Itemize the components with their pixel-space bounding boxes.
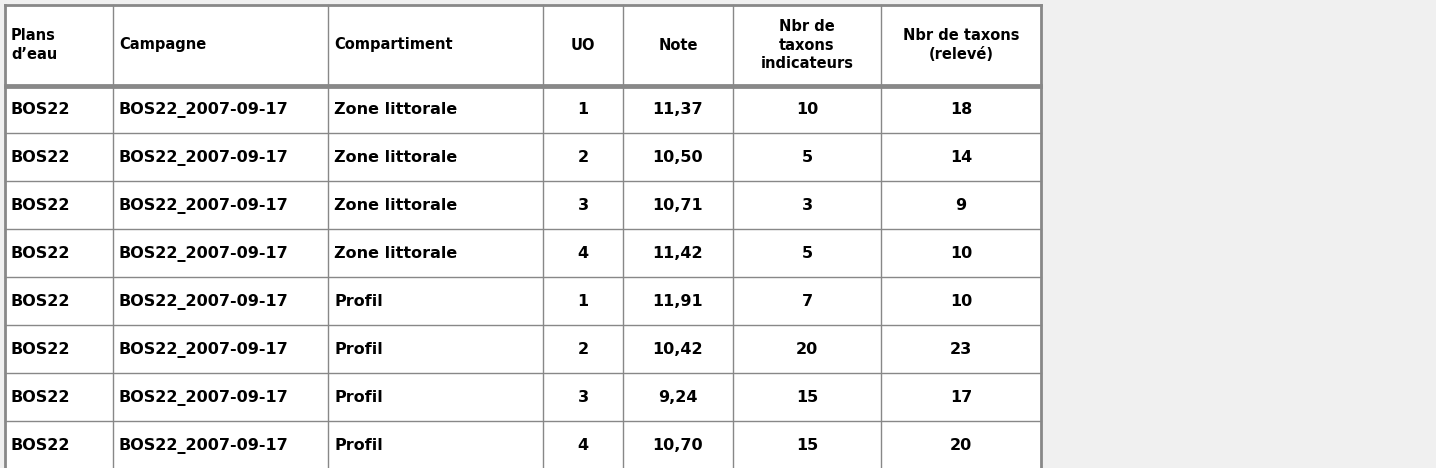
Text: 23: 23 bbox=[949, 343, 972, 358]
Text: Campagne: Campagne bbox=[119, 37, 207, 52]
Text: BOS22: BOS22 bbox=[11, 198, 70, 213]
Text: 1: 1 bbox=[577, 294, 589, 309]
Text: BOS22: BOS22 bbox=[11, 247, 70, 262]
Text: Plans
d’eau: Plans d’eau bbox=[11, 28, 57, 62]
Text: BOS22: BOS22 bbox=[11, 439, 70, 453]
Text: 11,42: 11,42 bbox=[653, 247, 704, 262]
Text: 10: 10 bbox=[949, 294, 972, 309]
Text: 10,50: 10,50 bbox=[653, 151, 704, 166]
Text: 3: 3 bbox=[801, 198, 813, 213]
Text: 5: 5 bbox=[801, 247, 813, 262]
Text: BOS22: BOS22 bbox=[11, 343, 70, 358]
Text: 3: 3 bbox=[577, 390, 589, 405]
Text: 10: 10 bbox=[796, 102, 819, 117]
Text: 2: 2 bbox=[577, 343, 589, 358]
Text: BOS22: BOS22 bbox=[11, 151, 70, 166]
Text: 2: 2 bbox=[577, 151, 589, 166]
Text: 17: 17 bbox=[949, 390, 972, 405]
Text: Profil: Profil bbox=[335, 390, 383, 405]
Text: BOS22_2007-09-17: BOS22_2007-09-17 bbox=[119, 150, 289, 166]
Text: BOS22_2007-09-17: BOS22_2007-09-17 bbox=[119, 438, 289, 454]
Text: Nbr de taxons
(relevé): Nbr de taxons (relevé) bbox=[903, 28, 1020, 62]
Text: 10: 10 bbox=[949, 247, 972, 262]
Text: 9: 9 bbox=[955, 198, 966, 213]
Text: Nbr de
taxons
indicateurs: Nbr de taxons indicateurs bbox=[761, 19, 853, 71]
Text: Profil: Profil bbox=[335, 343, 383, 358]
Text: 3: 3 bbox=[577, 198, 589, 213]
Text: 15: 15 bbox=[796, 390, 819, 405]
Text: BOS22_2007-09-17: BOS22_2007-09-17 bbox=[119, 198, 289, 214]
Text: BOS22_2007-09-17: BOS22_2007-09-17 bbox=[119, 246, 289, 262]
Text: UO: UO bbox=[570, 37, 596, 52]
Text: BOS22_2007-09-17: BOS22_2007-09-17 bbox=[119, 342, 289, 358]
Text: 15: 15 bbox=[796, 439, 819, 453]
Text: 11,91: 11,91 bbox=[653, 294, 704, 309]
Text: 11,37: 11,37 bbox=[653, 102, 704, 117]
Text: 18: 18 bbox=[949, 102, 972, 117]
Text: Profil: Profil bbox=[335, 439, 383, 453]
Text: 7: 7 bbox=[801, 294, 813, 309]
Bar bbox=[4, 5, 1041, 468]
Text: 20: 20 bbox=[796, 343, 819, 358]
Text: 20: 20 bbox=[949, 439, 972, 453]
Text: BOS22: BOS22 bbox=[11, 390, 70, 405]
Text: 5: 5 bbox=[801, 151, 813, 166]
Text: Zone littorale: Zone littorale bbox=[335, 151, 457, 166]
Text: Compartiment: Compartiment bbox=[335, 37, 452, 52]
Text: 14: 14 bbox=[949, 151, 972, 166]
Text: BOS22: BOS22 bbox=[11, 294, 70, 309]
Text: Zone littorale: Zone littorale bbox=[335, 102, 457, 117]
Text: BOS22: BOS22 bbox=[11, 102, 70, 117]
Text: 10,42: 10,42 bbox=[653, 343, 704, 358]
Text: Zone littorale: Zone littorale bbox=[335, 198, 457, 213]
Text: 9,24: 9,24 bbox=[658, 390, 698, 405]
Text: BOS22_2007-09-17: BOS22_2007-09-17 bbox=[119, 294, 289, 310]
Text: BOS22_2007-09-17: BOS22_2007-09-17 bbox=[119, 102, 289, 118]
Text: Profil: Profil bbox=[335, 294, 383, 309]
Text: BOS22_2007-09-17: BOS22_2007-09-17 bbox=[119, 390, 289, 406]
Text: 10,70: 10,70 bbox=[653, 439, 704, 453]
Text: 4: 4 bbox=[577, 247, 589, 262]
Text: 4: 4 bbox=[577, 439, 589, 453]
Text: 10,71: 10,71 bbox=[653, 198, 704, 213]
Text: Zone littorale: Zone littorale bbox=[335, 247, 457, 262]
Text: 1: 1 bbox=[577, 102, 589, 117]
Text: Note: Note bbox=[658, 37, 698, 52]
